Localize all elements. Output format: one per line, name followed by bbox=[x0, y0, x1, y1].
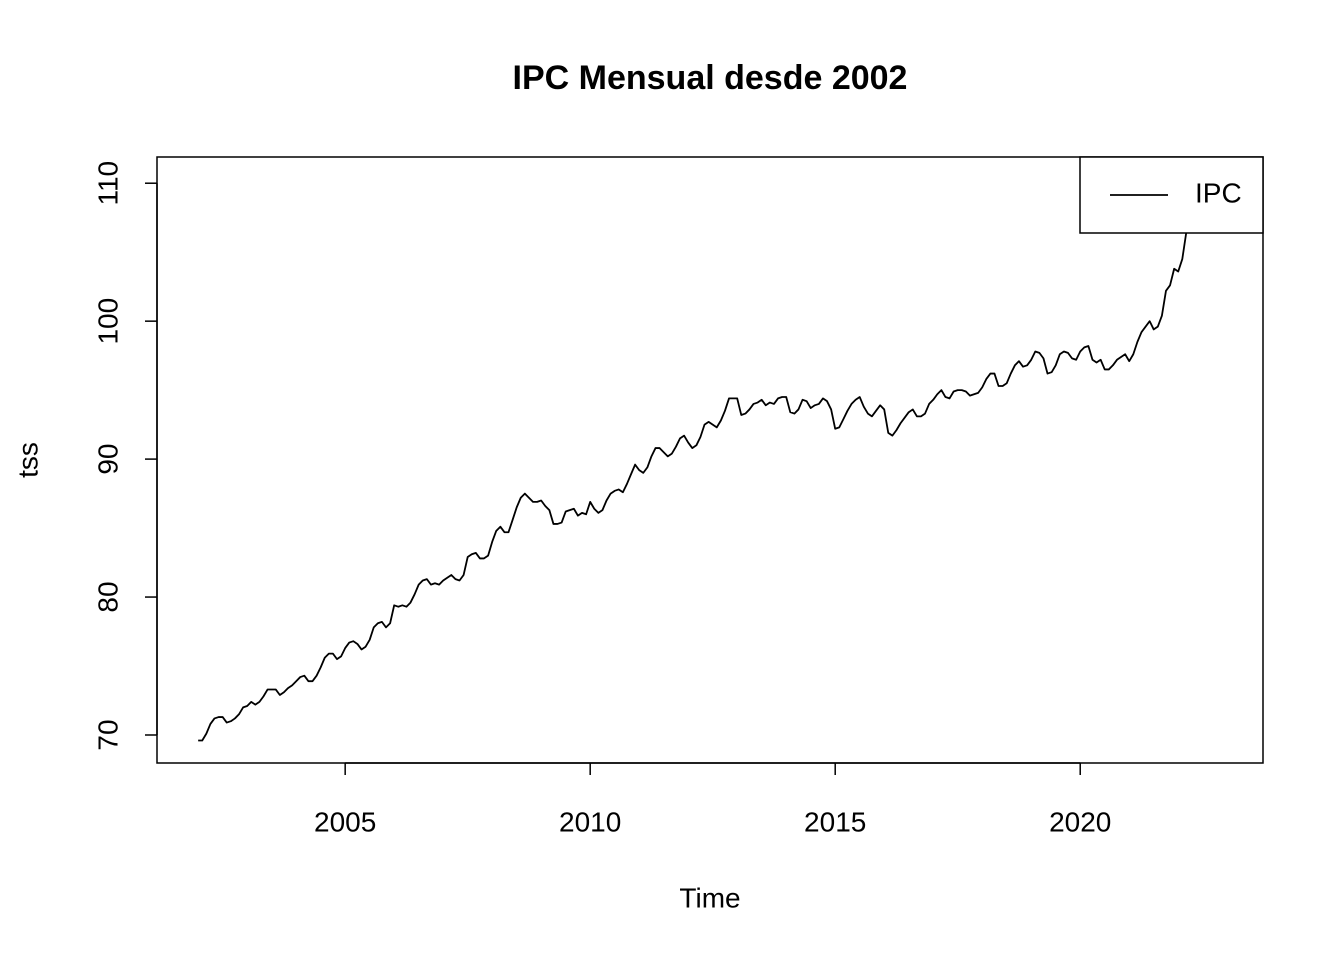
y-tick-label: 70 bbox=[92, 719, 123, 750]
plot-frame bbox=[156, 156, 1264, 764]
y-tick-label: 90 bbox=[92, 444, 123, 475]
y-axis-label: tss bbox=[12, 442, 43, 478]
x-tick-label: 2015 bbox=[804, 806, 866, 837]
x-tick-label: 2005 bbox=[314, 806, 376, 837]
x-tick-label: 2010 bbox=[559, 806, 621, 837]
y-tick-label: 100 bbox=[92, 298, 123, 345]
y-tick-label: 110 bbox=[92, 161, 123, 206]
chart-title: IPC Mensual desde 2002 bbox=[513, 59, 908, 97]
x-tick-label: 2020 bbox=[1049, 806, 1111, 837]
x-axis-label: Time bbox=[679, 882, 740, 913]
y-tick-label: 80 bbox=[92, 581, 123, 612]
legend-label: IPC bbox=[1195, 177, 1242, 208]
data-line bbox=[198, 178, 1204, 742]
